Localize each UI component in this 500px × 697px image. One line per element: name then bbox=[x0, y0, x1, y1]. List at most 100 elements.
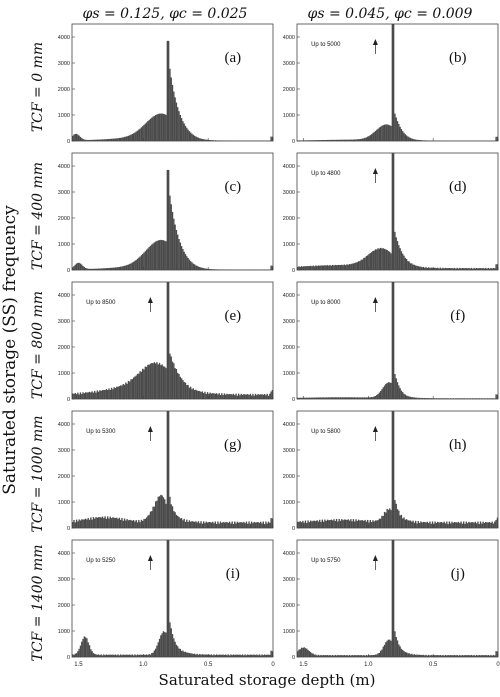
histogram-bar bbox=[96, 390, 98, 399]
histogram-bar bbox=[495, 394, 497, 399]
histogram-bar bbox=[369, 397, 371, 399]
y-tick-label: 1000 bbox=[283, 371, 295, 377]
histogram-bar bbox=[382, 387, 384, 399]
histogram-bar bbox=[219, 654, 222, 657]
histogram-bar bbox=[105, 654, 108, 657]
histogram-bar bbox=[235, 393, 237, 399]
histogram-bar bbox=[326, 519, 329, 528]
histogram-bar bbox=[356, 139, 359, 141]
histogram-bar bbox=[426, 398, 429, 399]
histogram-bar bbox=[405, 652, 408, 657]
histogram-bar bbox=[147, 121, 149, 141]
histogram-bar bbox=[338, 655, 340, 657]
histogram-bar bbox=[230, 523, 232, 528]
histogram-bar bbox=[312, 520, 314, 528]
histogram-bar bbox=[447, 524, 449, 528]
histogram-bar bbox=[363, 520, 365, 528]
histogram-bar bbox=[359, 655, 361, 657]
histogram-bar bbox=[208, 393, 210, 399]
histogram-bar bbox=[136, 654, 139, 657]
histogram-bar bbox=[206, 139, 209, 141]
histogram-bar bbox=[342, 139, 344, 141]
histogram-bar bbox=[197, 137, 200, 141]
histogram-bar bbox=[266, 654, 268, 657]
histogram-bar bbox=[228, 655, 231, 657]
histogram-bar bbox=[383, 385, 386, 399]
histogram-bar bbox=[418, 522, 421, 528]
histogram-bar bbox=[297, 651, 299, 657]
off-scale-note: Up to 4800 bbox=[311, 171, 341, 177]
histogram-bar bbox=[390, 253, 392, 270]
histogram-bar bbox=[303, 397, 305, 399]
histogram-bar bbox=[113, 517, 115, 528]
histogram-bar bbox=[361, 397, 364, 399]
histogram-bar bbox=[265, 395, 267, 399]
histogram-bar bbox=[201, 267, 204, 270]
histogram-bar bbox=[405, 135, 408, 141]
histogram-bar bbox=[171, 84, 174, 141]
histogram-bar bbox=[258, 522, 261, 528]
histogram-bar bbox=[107, 139, 109, 141]
histogram-bar bbox=[96, 654, 98, 657]
histogram-bar bbox=[153, 506, 156, 528]
histogram-bar bbox=[140, 519, 143, 528]
histogram-bar bbox=[352, 519, 355, 528]
histogram-bar bbox=[195, 389, 197, 399]
histogram-bar bbox=[214, 655, 217, 657]
histogram-bar bbox=[313, 140, 316, 141]
histogram-bar bbox=[472, 522, 474, 528]
histogram-bar bbox=[412, 397, 414, 399]
histogram-bar bbox=[319, 519, 321, 528]
panel-h: 0 1000 2000 3000 4000 (h) Up to 5800 bbox=[283, 410, 499, 532]
histogram-bar bbox=[178, 516, 180, 528]
histogram-bar bbox=[412, 520, 414, 528]
histogram-bar bbox=[132, 261, 135, 270]
histogram-bar bbox=[455, 522, 457, 528]
histogram-bar bbox=[247, 394, 249, 399]
histogram-bar bbox=[348, 263, 351, 270]
histogram-bar bbox=[377, 128, 379, 141]
histogram-bar bbox=[466, 268, 469, 270]
histogram-bar bbox=[486, 655, 488, 657]
histogram-bar bbox=[447, 654, 449, 657]
histogram-bar bbox=[433, 267, 435, 270]
y-tick-label: 3000 bbox=[58, 577, 70, 583]
row-label-3: TCF = 1000 mm bbox=[30, 415, 46, 532]
histogram-bar bbox=[330, 139, 333, 141]
histogram-bar bbox=[367, 655, 369, 657]
histogram-bar bbox=[472, 268, 474, 270]
histogram-bar bbox=[117, 267, 119, 270]
histogram-bar bbox=[78, 648, 80, 657]
histogram-bar bbox=[82, 519, 84, 528]
histogram-bar bbox=[92, 517, 95, 528]
histogram-bar bbox=[389, 125, 391, 141]
y-tick-label: 1000 bbox=[283, 629, 295, 635]
histogram-bar bbox=[319, 140, 321, 141]
histogram-bar bbox=[243, 521, 245, 528]
histogram-bar bbox=[478, 654, 480, 657]
histogram-bar bbox=[460, 268, 462, 270]
histogram-bar bbox=[341, 139, 343, 141]
histogram-bar bbox=[117, 386, 119, 399]
histogram-bar bbox=[91, 391, 93, 399]
y-tick-label: 2000 bbox=[283, 474, 295, 480]
histogram-bar bbox=[121, 385, 123, 399]
y-tick-label: 2000 bbox=[283, 345, 295, 351]
y-tick-label: 4000 bbox=[283, 551, 295, 557]
histogram-bar bbox=[491, 521, 493, 528]
histogram-bar bbox=[139, 522, 141, 528]
histogram-bar bbox=[456, 267, 458, 270]
histogram-bar bbox=[312, 397, 314, 399]
histogram-bar bbox=[316, 266, 318, 270]
histogram-bar bbox=[266, 523, 268, 528]
histogram-bar bbox=[199, 391, 201, 399]
histogram-bar bbox=[261, 654, 263, 657]
histogram-bar bbox=[161, 240, 163, 270]
histogram-bar bbox=[330, 397, 333, 399]
histogram-bar bbox=[396, 509, 399, 528]
histogram-bar bbox=[326, 397, 329, 399]
histogram-bar bbox=[144, 654, 146, 657]
histogram-bar bbox=[402, 392, 404, 399]
off-scale-note: Up to 5000 bbox=[311, 42, 341, 48]
histogram-bar bbox=[455, 268, 457, 270]
